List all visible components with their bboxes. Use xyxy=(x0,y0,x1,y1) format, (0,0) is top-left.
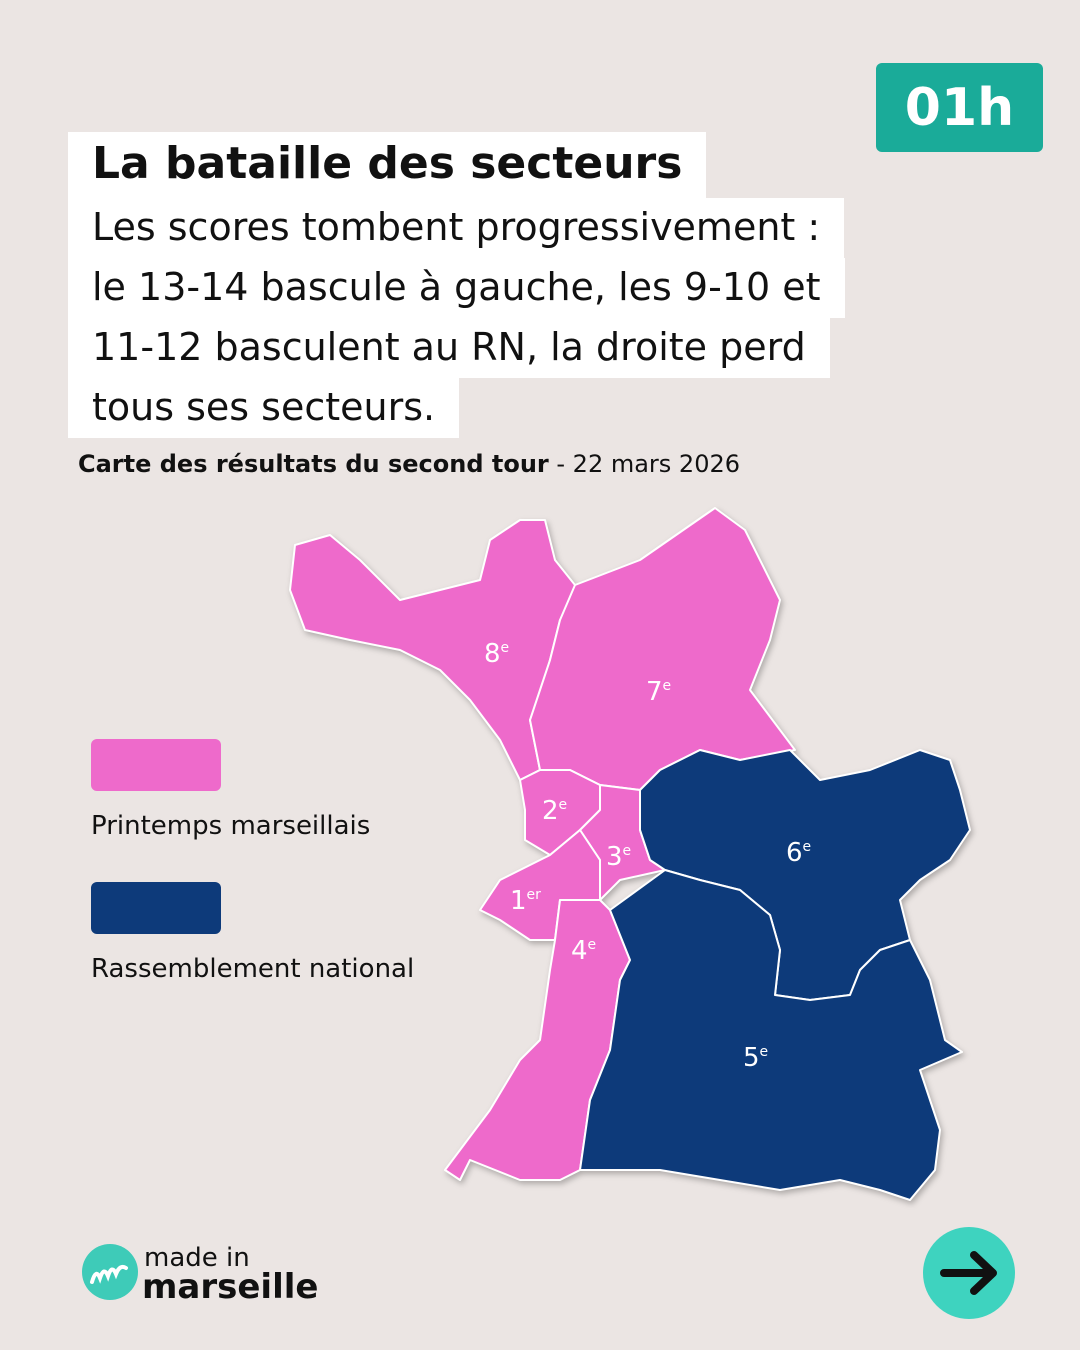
caption-bold: Carte des résultats du second tour xyxy=(78,450,549,478)
caption-date: - 22 mars 2026 xyxy=(548,450,740,478)
title-line: La bataille des secteurs xyxy=(68,132,948,198)
logo-line: made in xyxy=(144,1243,250,1273)
subtitle-line: le 13-14 bascule à gauche, les 9-10 et xyxy=(68,258,845,318)
sector xyxy=(639,749,971,1001)
sector-label: 3e xyxy=(606,842,631,872)
sector xyxy=(579,784,666,901)
legend-item: Rassemblement national xyxy=(91,882,414,984)
sector-label: 2e xyxy=(542,796,567,826)
legend-label: Rassemblement national xyxy=(91,954,415,984)
logo-icon xyxy=(82,1244,138,1300)
legend-label: Printemps marseillais xyxy=(91,811,371,841)
subtitle: Les scores tombent progressivement : le … xyxy=(68,198,948,438)
header: La bataille des secteurs Les scores tomb… xyxy=(68,132,948,438)
sector xyxy=(579,869,963,1201)
sector xyxy=(479,829,601,941)
sector xyxy=(444,899,631,1181)
sector-label: 5e xyxy=(743,1043,768,1073)
subtitle-line: tous ses secteurs. xyxy=(68,378,460,438)
subtitle-line: 11-12 basculent au RN, la droite perd xyxy=(68,318,830,378)
next-button[interactable] xyxy=(923,1227,1015,1319)
title: La bataille des secteurs xyxy=(68,132,707,198)
sector-label: 6e xyxy=(786,838,811,868)
sector-label: 7e xyxy=(646,677,671,707)
logo-line: marseille xyxy=(142,1267,319,1307)
time-badge: 01h xyxy=(876,63,1043,152)
sector-label: 8e xyxy=(484,639,509,669)
legend-item: Printemps marseillais xyxy=(91,739,370,841)
sector xyxy=(519,769,601,856)
map-caption: Carte des résultats du second tour - 22 … xyxy=(78,450,740,478)
sector xyxy=(529,507,796,791)
sector-label: 1er xyxy=(510,886,541,916)
legend-swatch xyxy=(91,882,221,934)
legend-swatch xyxy=(91,739,221,791)
sector-label: 4e xyxy=(571,936,596,966)
subtitle-line: Les scores tombent progressivement : xyxy=(68,198,845,258)
